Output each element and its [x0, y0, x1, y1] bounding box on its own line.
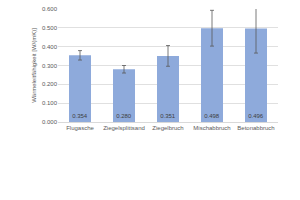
svg-text:Flugasche: Flugasche	[66, 125, 94, 131]
svg-text:0.200: 0.200	[42, 81, 58, 87]
svg-text:0.351: 0.351	[160, 113, 176, 119]
svg-text:Mischabbruch: Mischabbruch	[193, 125, 230, 131]
svg-text:0.500: 0.500	[42, 25, 58, 31]
svg-text:0.100: 0.100	[42, 100, 58, 106]
svg-text:Wärmeleitfähigkeit [W/(mK)]: Wärmeleitfähigkeit [W/(mK)]	[31, 28, 37, 103]
svg-text:Ziegelsplittsand: Ziegelsplittsand	[103, 125, 145, 131]
svg-text:0.000: 0.000	[42, 119, 58, 125]
svg-text:Betonabbruch: Betonabbruch	[237, 125, 274, 131]
svg-text:0.400: 0.400	[42, 44, 58, 50]
svg-text:0.300: 0.300	[42, 63, 58, 69]
svg-text:0.354: 0.354	[72, 113, 88, 119]
svg-text:0.498: 0.498	[204, 113, 220, 119]
svg-text:0.496: 0.496	[248, 113, 264, 119]
svg-text:Ziegelbruch: Ziegelbruch	[152, 125, 183, 131]
svg-text:0.280: 0.280	[116, 113, 132, 119]
svg-text:0.600: 0.600	[42, 6, 58, 12]
